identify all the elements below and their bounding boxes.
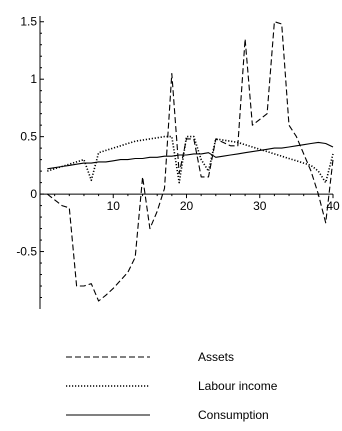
y-tick-label: 0 [30, 187, 37, 201]
x-tick-label: 40 [326, 199, 340, 213]
legend: Assets Labour income Consumption [66, 350, 278, 422]
y-tick-label: 1.5 [20, 15, 37, 29]
series-layer [46, 21, 334, 302]
legend-label: Labour income [198, 379, 278, 393]
y-tick-label: 0.5 [20, 130, 37, 144]
legend-label: Consumption [198, 408, 269, 422]
series-line-assets [46, 21, 334, 302]
x-tick-label: 20 [180, 199, 194, 213]
legend-item: Assets [66, 350, 234, 364]
axes: -0.5 0 0.5 1 1.5 10 20 30 40 [16, 15, 340, 309]
y-tick-label: -0.5 [16, 245, 37, 259]
x-tick-label: 30 [253, 199, 267, 213]
x-tick-label: 10 [107, 199, 121, 213]
legend-label: Assets [198, 350, 234, 364]
series-line-labour-income [47, 135, 334, 184]
legend-item: Labour income [66, 379, 278, 393]
series-line-consumption [47, 141, 334, 170]
legend-item: Consumption [66, 408, 269, 422]
y-tick-label: 1 [30, 72, 37, 86]
